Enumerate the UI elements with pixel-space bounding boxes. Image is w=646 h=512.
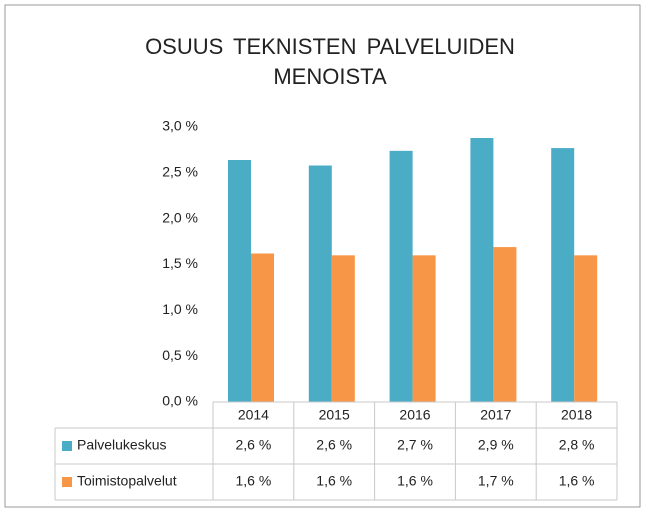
data-label: 2,7 % — [397, 437, 433, 453]
y-tick-label: 0,5 % — [162, 347, 198, 363]
legend-swatch — [62, 477, 72, 487]
y-tick-label: 2,5 % — [162, 164, 198, 180]
bar — [251, 253, 274, 402]
bar — [412, 255, 436, 402]
legend-label: Toimistopalvelut — [77, 473, 177, 489]
data-label: 1,6 % — [235, 473, 271, 489]
bar — [389, 150, 413, 402]
data-label: 2,9 % — [478, 437, 514, 453]
x-tick-label: 2016 — [399, 407, 430, 423]
data-label: 2,8 % — [559, 437, 595, 453]
chart-title: OSUUS TEKNISTEN PALVELUIDEN MENOISTA — [145, 34, 515, 89]
data-label: 1,6 % — [316, 473, 352, 489]
bar — [331, 255, 355, 402]
y-tick-label: 2,0 % — [162, 209, 198, 225]
x-tick-label: 2015 — [319, 407, 350, 423]
data-label: 2,6 % — [235, 437, 271, 453]
chart-border — [4, 4, 641, 508]
y-tick-label: 0,0 % — [162, 393, 198, 409]
bar — [493, 247, 517, 402]
bar — [551, 148, 575, 402]
data-label: 1,6 % — [559, 473, 595, 489]
data-label: 1,6 % — [397, 473, 433, 489]
x-tick-label: 2018 — [561, 407, 592, 423]
x-tick-label: 2014 — [238, 407, 269, 423]
bar — [574, 255, 598, 402]
y-tick-label: 1,5 % — [162, 255, 198, 271]
legend-swatch — [62, 441, 72, 451]
x-tick-label: 2017 — [480, 407, 511, 423]
bar — [228, 160, 251, 402]
data-label: 2,6 % — [316, 437, 352, 453]
y-tick-label: 3,0 % — [162, 118, 198, 134]
data-label: 1,7 % — [478, 473, 514, 489]
bar — [308, 165, 332, 402]
y-tick-label: 1,0 % — [162, 301, 198, 317]
legend-label: Palvelukeskus — [77, 437, 167, 453]
bar — [470, 138, 494, 402]
